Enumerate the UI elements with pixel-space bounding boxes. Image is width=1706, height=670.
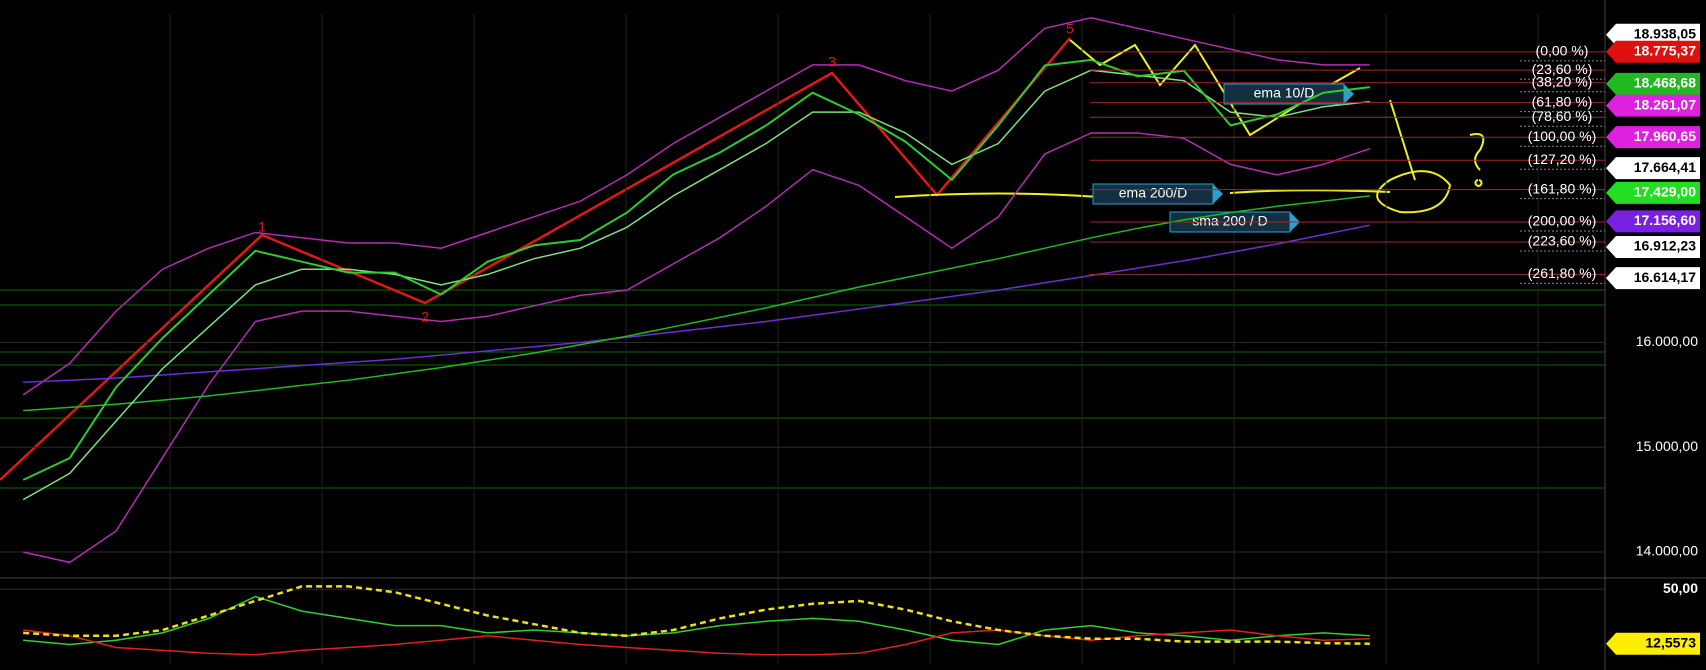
price-tag-label: 17.960,65 [1634,128,1696,144]
fib-label: (100,00 %) [1528,128,1596,144]
price-tag-label: 17.429,00 [1634,184,1696,200]
fib-label: (261,80 %) [1528,265,1596,281]
price-tag-label: 18.938,05 [1634,25,1696,41]
series-line [23,585,1370,645]
fib-label: (23,60 %) [1532,61,1593,77]
fib-label: (61,80 %) [1532,93,1593,109]
price-tag-box [1606,181,1700,204]
series-line [23,595,1370,646]
y-tick-label: 16.000,00 [1636,333,1698,349]
series-tag-label: sma 200 / D [1192,213,1267,229]
price-tag-label: 16.614,17 [1634,269,1696,285]
price-tag: 17.156,60 [1606,210,1700,233]
price-tag-box [1606,235,1700,258]
price-tag-label: 18.775,37 [1634,43,1696,59]
price-tag: 18.261,07 [1606,94,1700,117]
series-line [23,195,1370,412]
price-tag: 18.775,37 [1606,40,1700,63]
fib-label: (38,20 %) [1532,73,1593,89]
fib-label: (161,80 %) [1528,180,1596,196]
price-tag-box [1606,267,1700,290]
wave-label: 3 [828,54,836,70]
series-line [23,629,1370,656]
price-tag-label: 12,5573 [1645,634,1696,650]
wave-label: 1 [258,219,266,235]
series-line [23,224,1370,384]
price-tag-label: 18.261,07 [1634,96,1696,112]
price-tag-label: 18.468,68 [1634,75,1696,91]
price-tag-box [1606,40,1700,63]
price-tag-box [1606,94,1700,117]
fib-label: (127,20 %) [1528,151,1596,167]
y-tick-label: 50,00 [1663,580,1698,596]
zigzag [0,37,1071,481]
fib-label: (223,60 %) [1528,233,1596,249]
series-tag-label: ema 10/D [1254,85,1315,101]
fib-label: (0,00 %) [1536,43,1589,59]
fib-label: (78,60 %) [1532,108,1593,124]
price-tag: 17.429,00 [1606,181,1700,204]
series-tag-label: ema 200/D [1119,185,1187,201]
price-tag: 16.912,23 [1606,235,1700,258]
wave-label: 2 [421,309,429,325]
price-tag-box [1606,126,1700,149]
y-tick-label: 15.000,00 [1636,438,1698,454]
series-line [23,132,1371,564]
series-line [22,17,1370,396]
price-tag-box [1606,157,1700,180]
price-tag: 16.614,17 [1606,267,1700,290]
price-tag: 17.664,41 [1606,157,1700,180]
price-tag: 17.960,65 [1606,126,1700,149]
price-tag-label: 17.664,41 [1634,159,1696,175]
series-tag: ema 10/D [1223,83,1354,105]
series-tag-arrow [1213,184,1223,204]
price-tag: 12,5573 [1606,632,1700,655]
price-tag: 18.468,68 [1606,72,1700,95]
price-tag-label: 17.156,60 [1634,212,1696,228]
price-tag: 18.938,05 [1606,23,1700,46]
price-tag-label: 16.912,23 [1634,238,1696,254]
series-tag: ema 200/D [1092,183,1223,205]
y-tick-label: 14.000,00 [1636,543,1698,559]
horizontal-levels [0,289,1605,489]
wave-label: 5 [1066,21,1074,37]
fib-label: (200,00 %) [1528,213,1596,229]
price-tag-box [1606,210,1700,233]
series-line [22,58,1370,481]
price-tag-box [1606,632,1700,655]
price-tag-box [1606,72,1700,95]
price-tag-box [1606,23,1700,46]
